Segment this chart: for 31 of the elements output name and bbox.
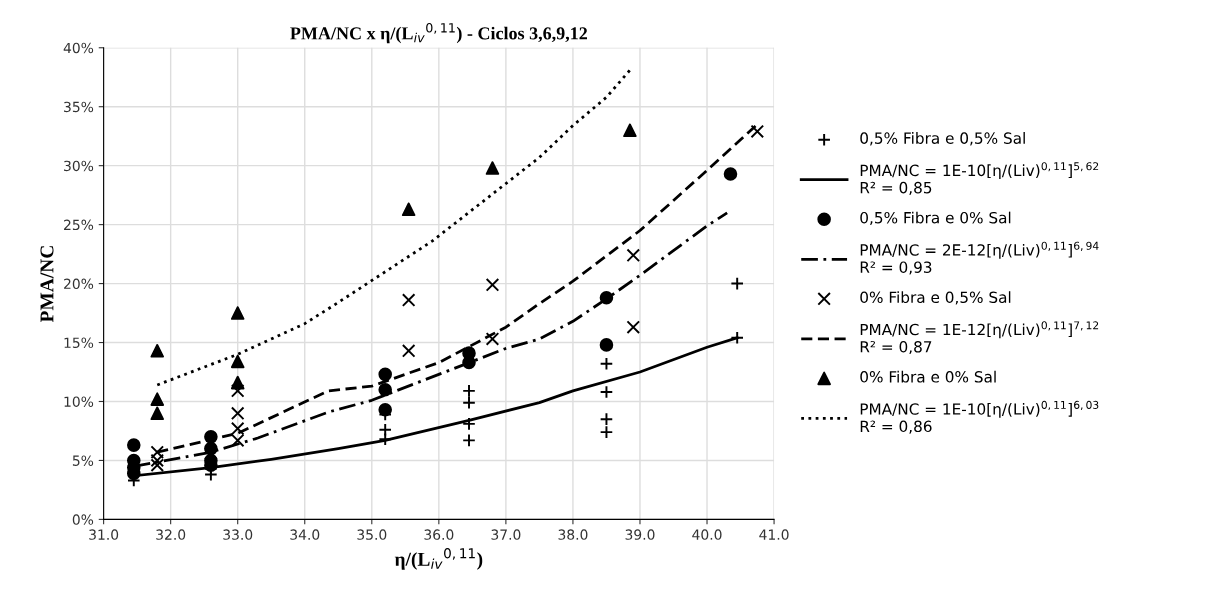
x-tick-label: 32.0 [156, 529, 186, 540]
x-tick-label: 40.0 [692, 529, 722, 540]
y-axis-title: PMA/NC [40, 246, 54, 323]
legend-label: 0% Fibra e 0% Sal [860, 370, 996, 383]
legend-label: 0% Fibra e 0,5% Sal [860, 291, 1011, 305]
x-axis-title: η/(L$_{iv}$$^{0,11}$) [394, 548, 483, 570]
text: PMA/NC = 1E-10[η/(Liv)$^{0,11}$]$^{6,03}$ R² = 0,86 [860, 400, 1099, 434]
x-tick-label: 33.0 [223, 529, 253, 540]
x-tick-label: 36.0 [424, 529, 454, 540]
x-tick-label: 38.0 [558, 529, 588, 540]
x-tick-label: 35.0 [357, 529, 387, 540]
x-tick-label: 41.0 [759, 529, 789, 540]
legend-label: 0,5% Fibra e 0% Sal [860, 211, 1011, 226]
y-tick-label: 10% [64, 396, 94, 407]
y-tick-label: 40% [63, 42, 94, 54]
text: PMA/NC = 1E-12[η/(Liv)$^{0,11}$]$^{7,12}$ R² = 0,87 [860, 321, 1099, 355]
text: PMA/NC = 1E-10[η/(Liv)$^{0,11}$]$^{5,62}$ R² = 0,85 [860, 162, 1099, 195]
text: PMA/NC = 2E-12[η/(Liv)$^{0,11}$]$^{6,94}$ R² = 0,93 [860, 241, 1099, 275]
chart-title: PMA/NC x η/(L$_{iv}$$^{0,11}$) - Ciclos 3,6,9,12 [290, 23, 588, 44]
x-tick-label: 39.0 [625, 529, 655, 540]
y-tick-label: 20% [64, 278, 94, 290]
y-tick-label: 35% [64, 101, 94, 113]
x-tick-label: 37.0 [491, 529, 521, 540]
y-tick-label: 30% [64, 160, 94, 172]
y-tick-label: 15% [64, 337, 94, 348]
x-tick-label: 31.0 [89, 529, 119, 540]
y-tick-label: 5% [72, 455, 94, 466]
y-tick-label: 0% [72, 514, 94, 525]
legend-label: 0,5% Fibra e 0,5% Sal [860, 132, 1025, 146]
y-tick-label: 25% [64, 219, 94, 231]
x-tick-label: 34.0 [290, 529, 320, 540]
